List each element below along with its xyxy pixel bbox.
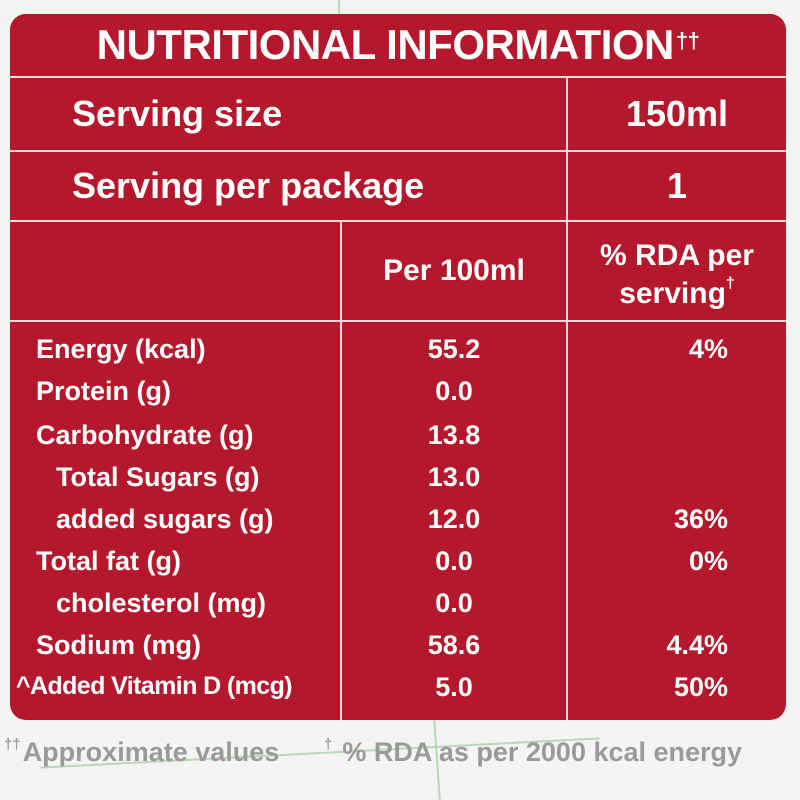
nutrient-rda: 50% [673,672,728,702]
divider-serving-column [566,76,568,220]
nutrient-label: Sodium (mg) [36,630,201,660]
serving-size-label: Serving size [72,93,283,134]
nutrition-label: NUTRITIONAL INFORMATION †† Serving size … [10,14,786,720]
divider-package [10,220,786,222]
nutrient-rda: 36% [673,504,728,534]
footnote-approximate: †† Approximate values [4,732,279,772]
nutrient-label: cholesterol (mg) [56,588,267,618]
nutrient-per-100ml: 0.0 [435,588,473,618]
serving-per-package-value: 1 [666,165,688,206]
nutrient-label: ^Added Vitamin D (mcg) [16,672,293,700]
serving-size-value: 150ml [625,93,729,134]
footnote-approximate-marker: †† [4,735,21,753]
nutrient-per-100ml: 0.0 [435,376,473,406]
footnote-rda-text: % RDA as per 2000 kcal energy [342,736,743,767]
divider-per100-left [340,220,342,720]
column-header-rda-line1: % RDA per [600,239,754,272]
divider-header [10,320,786,322]
column-header-rda-line2: serving† [568,272,786,310]
divider-title [10,76,786,78]
nutrient-per-100ml: 12.0 [427,504,481,534]
nutrient-per-100ml: 13.8 [427,420,481,450]
label-title-text: NUTRITIONAL INFORMATION [96,21,675,68]
label-title: NUTRITIONAL INFORMATION †† [10,14,786,76]
nutrient-rda: 4.4% [666,630,728,660]
nutrient-label: Total fat (g) [36,546,181,576]
nutrient-rda: 0% [688,546,728,576]
nutrient-per-100ml: 58.6 [427,630,481,660]
nutrient-label: Carbohydrate (g) [36,420,254,450]
column-header-rda-marker: † [725,275,735,292]
nutrient-per-100ml: 13.0 [427,462,481,492]
nutrient-rda: 4% [688,334,728,364]
serving-per-package-label: Serving per package [72,165,425,206]
nutrient-label: Energy (kcal) [36,334,206,364]
footnote-rda: † % RDA as per 2000 kcal energy [324,732,742,772]
divider-per100-right [566,220,568,720]
divider-serving [10,150,786,152]
nutrient-per-100ml: 0.0 [435,546,473,576]
nutrient-label: Protein (g) [36,376,171,406]
nutrient-label: added sugars (g) [56,504,274,534]
footnote-rda-marker: † [324,735,333,753]
background-guide-line [338,0,340,14]
nutrient-label: Total Sugars (g) [56,462,260,492]
column-header-per-100ml: Per 100ml [383,254,525,287]
footnote-approximate-text: Approximate values [22,736,280,767]
nutrient-per-100ml: 5.0 [435,672,473,702]
column-header-rda: % RDA per serving† [568,240,786,310]
nutrient-per-100ml: 55.2 [427,334,481,364]
label-title-marker: †† [675,28,700,53]
column-header-rda-line2-text: serving [619,277,726,310]
